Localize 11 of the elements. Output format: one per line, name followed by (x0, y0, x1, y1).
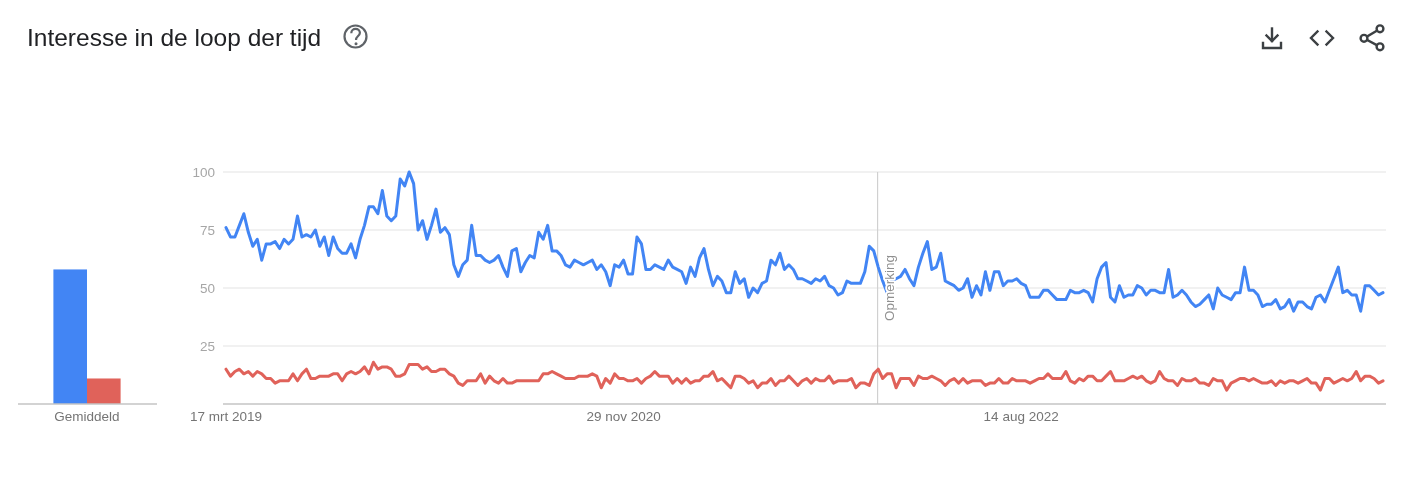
y-tick-label: 75 (199, 222, 215, 238)
ref-line-label: Opmerking (881, 254, 897, 322)
x-tick-label: 29 nov 2020 (586, 409, 661, 424)
x-tick-label: 14 aug 2022 (983, 409, 1059, 424)
x-tick-label: 17 mrt 2019 (189, 409, 263, 424)
chart-title: Interesse in de loop der tijd (27, 24, 322, 51)
y-tick-label: 50 (199, 280, 215, 296)
x-tick-label: Gemiddeld (54, 409, 120, 424)
y-tick-label: 25 (199, 338, 215, 354)
y-tick-label: 100 (192, 164, 215, 180)
line-series (224, 360, 1385, 392)
